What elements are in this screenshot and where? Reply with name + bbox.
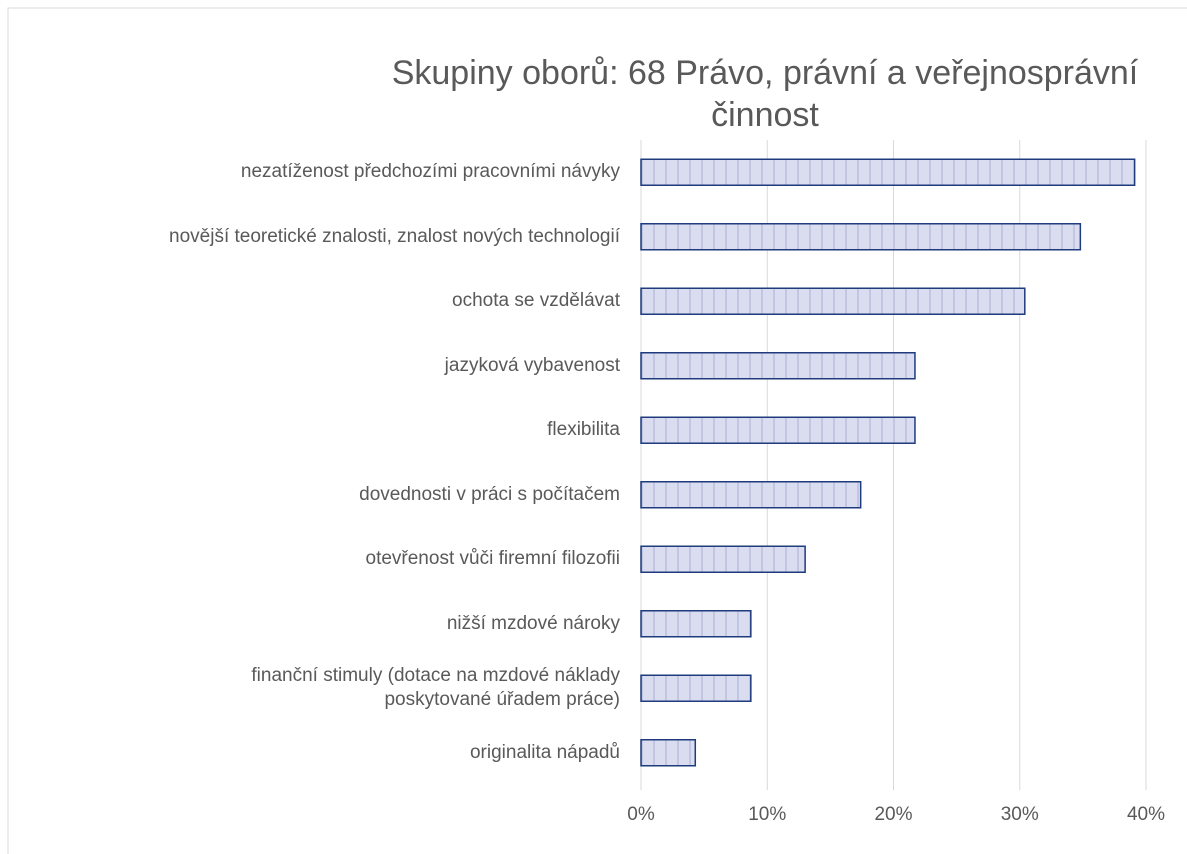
y-tick-label: flexibilita	[547, 419, 620, 441]
y-tick-label: nezatíženost předchozími pracovními návy…	[240, 161, 620, 183]
bar	[640, 416, 916, 444]
frame	[7, 7, 1187, 854]
bar	[640, 545, 806, 573]
bar	[640, 158, 1136, 186]
bar	[640, 223, 1082, 251]
chart-title: Skupiny oborů: 68 Právo, právní a veřejn…	[391, 54, 1139, 134]
bar	[640, 674, 752, 702]
x-tick-label: 20%	[874, 804, 913, 825]
bar	[640, 739, 697, 767]
x-tick-label: 40%	[1126, 804, 1166, 825]
y-tick-label: nižší mzdové nároky	[446, 612, 620, 634]
y-tick-label: ochota se vzdělávat	[452, 290, 620, 312]
bar	[640, 481, 862, 509]
x-tick-label: 0%	[627, 804, 655, 825]
x-tick-label: 10%	[748, 804, 787, 825]
y-tick-label: otevřenost vůči firemní filozofii	[365, 548, 621, 570]
bar	[640, 610, 752, 638]
y-tick-label: originalita nápadů	[469, 741, 620, 763]
y-tick-label: jazyková vybavenost	[444, 354, 620, 376]
bar	[640, 352, 916, 380]
bar	[640, 287, 1026, 315]
x-tick-label: 30%	[1000, 804, 1039, 825]
y-tick-label: dovednosti v práci s počítačem	[359, 483, 620, 505]
y-tick-label: novější teoretické znalosti, znalost nov…	[169, 225, 620, 247]
y-tick-label: finanční stimuly (dotace na mzdové nákla…	[251, 665, 620, 711]
